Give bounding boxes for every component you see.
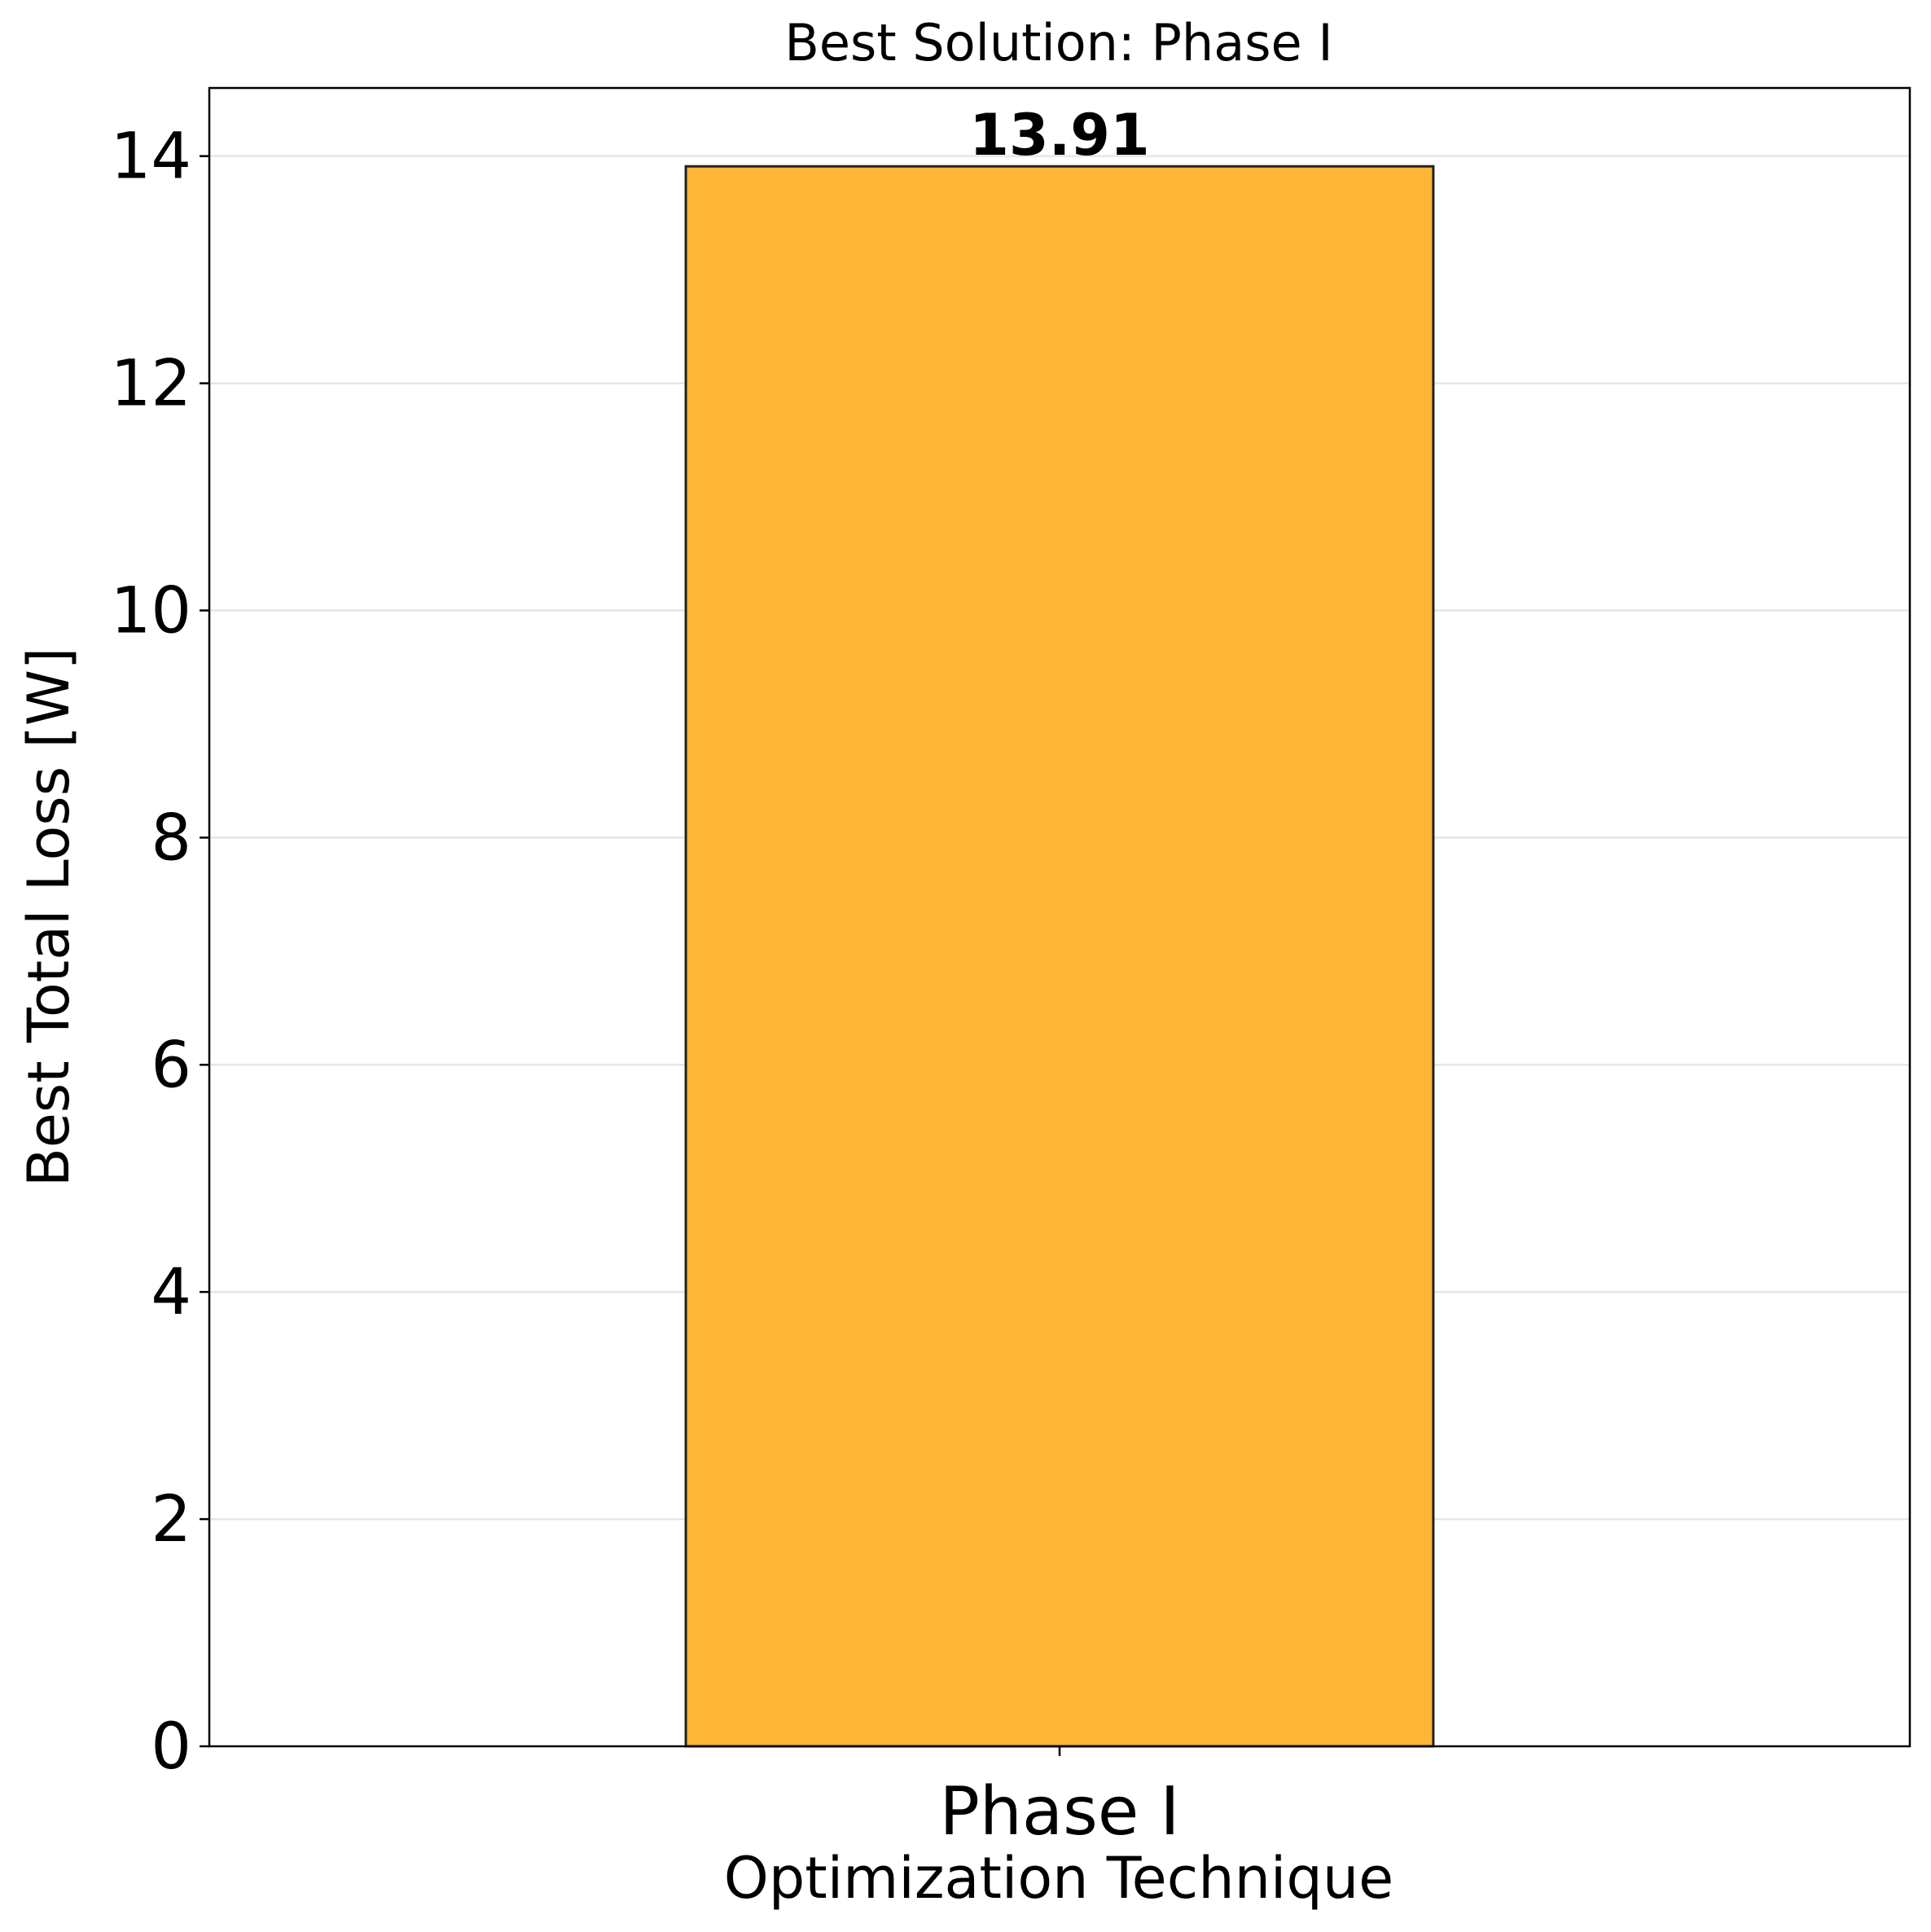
y-tick-label: 0 xyxy=(151,1710,191,1784)
y-axis-label: Best Total Loss [W] xyxy=(15,648,82,1188)
x-axis-ticks: Phase I xyxy=(939,1746,1180,1851)
x-axis-label: Optimization Technique xyxy=(724,1845,1394,1912)
y-tick-label: 6 xyxy=(151,1029,191,1102)
bars xyxy=(684,165,1435,1748)
y-tick-label: 12 xyxy=(111,348,191,421)
x-tick-label: Phase I xyxy=(939,1773,1179,1851)
y-tick-label: 10 xyxy=(111,574,191,648)
y-tick-label: 8 xyxy=(151,801,191,875)
chart-title: Best Solution: Phase I xyxy=(784,13,1332,72)
y-tick-label: 2 xyxy=(151,1483,191,1557)
bar-value-label: 13.91 xyxy=(969,102,1149,169)
y-tick-label: 4 xyxy=(151,1256,191,1329)
data-labels: 13.91 xyxy=(969,102,1149,169)
y-axis-ticks: 0 2 4 6 8 10 12 14 xyxy=(111,121,209,1784)
bar xyxy=(684,165,1435,1748)
y-tick-label: 14 xyxy=(111,121,191,194)
